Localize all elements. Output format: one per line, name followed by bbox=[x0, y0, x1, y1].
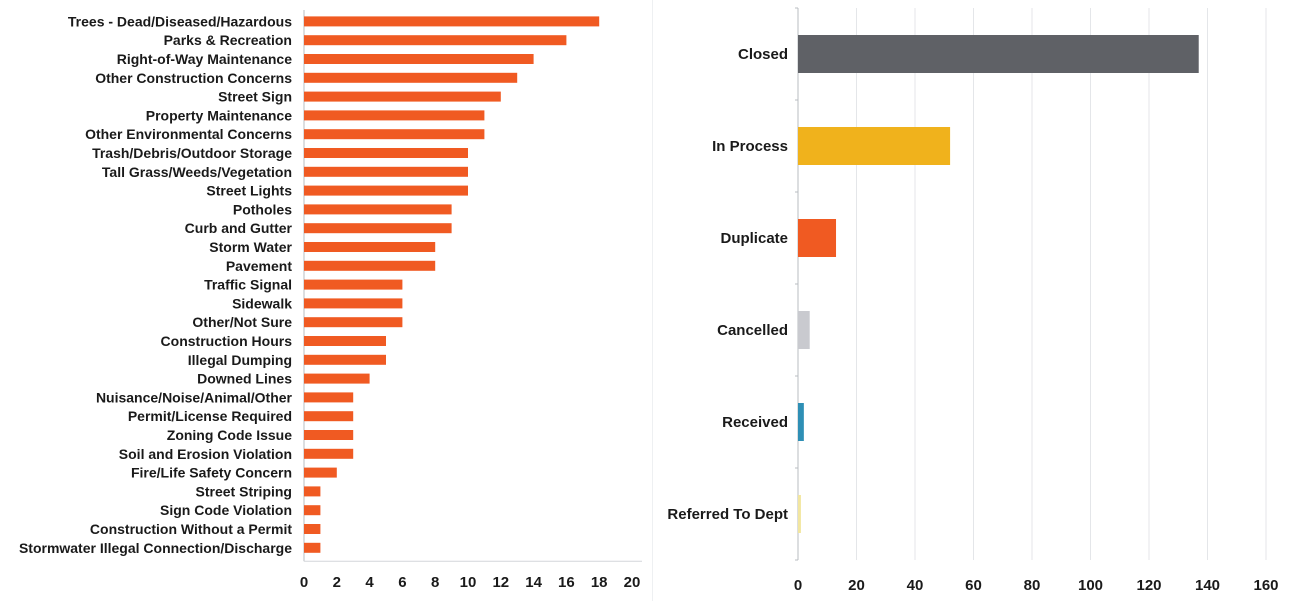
category-label: Construction Hours bbox=[161, 333, 293, 349]
data-bar bbox=[304, 505, 321, 516]
x-tick-label: 10 bbox=[460, 574, 477, 591]
data-bar bbox=[304, 279, 403, 290]
data-bar bbox=[304, 298, 403, 309]
category-label: Referred To Dept bbox=[667, 506, 788, 523]
x-tick-label: 20 bbox=[848, 577, 865, 594]
x-tick-label: 160 bbox=[1253, 577, 1278, 594]
category-label: Other/Not Sure bbox=[192, 314, 292, 330]
data-bar bbox=[798, 311, 810, 349]
data-bar bbox=[304, 467, 337, 478]
data-bar bbox=[798, 219, 837, 257]
data-bar bbox=[304, 524, 321, 534]
data-bar bbox=[304, 16, 600, 27]
category-label: Permit/License Required bbox=[128, 408, 292, 424]
category-label: Other Environmental Concerns bbox=[85, 126, 292, 142]
x-tick-label: 2 bbox=[333, 574, 341, 591]
request-type-chart-svg: Trees - Dead/Diseased/Hazardous Parks & R… bbox=[19, 10, 642, 591]
data-bar bbox=[304, 542, 321, 553]
category-label: Potholes bbox=[233, 201, 292, 217]
category-label: Stormwater Illegal Connection/Discharge bbox=[19, 540, 292, 556]
category-label: Street Striping bbox=[196, 483, 292, 499]
x-tick-label: 14 bbox=[525, 574, 542, 591]
x-tick-label: 40 bbox=[907, 577, 924, 594]
category-label: Cancelled bbox=[717, 322, 788, 339]
data-bar bbox=[304, 448, 354, 459]
x-tick-label: 100 bbox=[1078, 577, 1103, 594]
category-label: Downed Lines bbox=[197, 371, 292, 387]
data-bar bbox=[304, 35, 567, 46]
x-tick-label: 12 bbox=[492, 574, 509, 591]
data-bar bbox=[304, 411, 354, 422]
data-bar bbox=[304, 336, 386, 346]
data-bar bbox=[304, 148, 468, 158]
x-tick-label: 0 bbox=[794, 577, 802, 594]
request-status-chart: Closed In Process Duplicate Cancelled Receiv… bbox=[655, 0, 1305, 601]
data-bar bbox=[304, 354, 386, 365]
category-label: Nuisance/Noise/Animal/Other bbox=[96, 389, 293, 405]
category-label: Duplicate bbox=[720, 230, 788, 247]
data-bar bbox=[304, 110, 485, 121]
data-bar bbox=[304, 129, 485, 140]
data-bar bbox=[304, 242, 436, 252]
x-tick-label: 18 bbox=[591, 574, 608, 591]
category-label: Trees - Dead/Diseased/Hazardous bbox=[68, 13, 292, 29]
category-label: Curb and Gutter bbox=[185, 220, 293, 236]
data-bar bbox=[798, 403, 804, 441]
category-label: Traffic Signal bbox=[204, 277, 292, 293]
data-bar bbox=[798, 495, 801, 533]
request-status-chart-svg: Closed In Process Duplicate Cancelled Receiv… bbox=[667, 7, 1279, 594]
category-label: Sign Code Violation bbox=[160, 502, 292, 518]
category-label: Property Maintenance bbox=[146, 107, 292, 123]
data-bar bbox=[304, 373, 370, 384]
x-tick-label: 16 bbox=[558, 574, 575, 591]
category-label: Soil and Erosion Violation bbox=[119, 446, 292, 462]
category-label: Construction Without a Permit bbox=[90, 521, 292, 537]
panel-divider bbox=[652, 0, 653, 601]
category-label: Storm Water bbox=[209, 239, 292, 255]
x-tick-label: 140 bbox=[1195, 577, 1220, 594]
x-tick-label: 8 bbox=[431, 574, 439, 591]
category-label: Closed bbox=[738, 46, 788, 63]
category-label: Fire/Life Safety Concern bbox=[131, 465, 292, 481]
category-label: Illegal Dumping bbox=[188, 352, 292, 368]
category-label: Right-of-Way Maintenance bbox=[117, 51, 292, 67]
category-label: Other Construction Concerns bbox=[95, 70, 292, 86]
x-tick-label: 4 bbox=[365, 574, 374, 591]
category-label: Trash/Debris/Outdoor Storage bbox=[92, 145, 292, 161]
category-label: Sidewalk bbox=[232, 295, 292, 311]
data-bar bbox=[304, 430, 354, 440]
category-label: Parks & Recreation bbox=[164, 32, 292, 48]
x-tick-label: 0 bbox=[300, 574, 308, 591]
category-label: Zoning Code Issue bbox=[167, 427, 292, 443]
category-label: Street Sign bbox=[218, 89, 292, 105]
data-bar bbox=[304, 486, 321, 497]
data-bar bbox=[304, 72, 518, 83]
category-label: Street Lights bbox=[206, 183, 292, 199]
data-bar bbox=[798, 35, 1199, 73]
category-label: Received bbox=[722, 414, 788, 431]
data-bar bbox=[304, 54, 534, 64]
category-label: Pavement bbox=[226, 258, 292, 274]
data-bar bbox=[304, 317, 403, 328]
category-label: In Process bbox=[712, 138, 788, 155]
data-bar bbox=[304, 204, 452, 215]
data-bar bbox=[798, 127, 951, 165]
data-bar bbox=[304, 260, 436, 271]
data-bar bbox=[304, 223, 452, 234]
x-tick-label: 60 bbox=[965, 577, 982, 594]
data-bar bbox=[304, 185, 468, 196]
request-type-chart: Trees - Dead/Diseased/Hazardous Parks & R… bbox=[0, 0, 650, 601]
data-bar bbox=[304, 166, 468, 177]
category-label: Tall Grass/Weeds/Vegetation bbox=[102, 164, 292, 180]
x-tick-label: 6 bbox=[398, 574, 406, 591]
x-tick-label: 80 bbox=[1024, 577, 1041, 594]
x-tick-label: 120 bbox=[1136, 577, 1161, 594]
data-bar bbox=[304, 392, 354, 403]
x-tick-label: 20 bbox=[624, 574, 641, 591]
data-bar bbox=[304, 91, 501, 102]
